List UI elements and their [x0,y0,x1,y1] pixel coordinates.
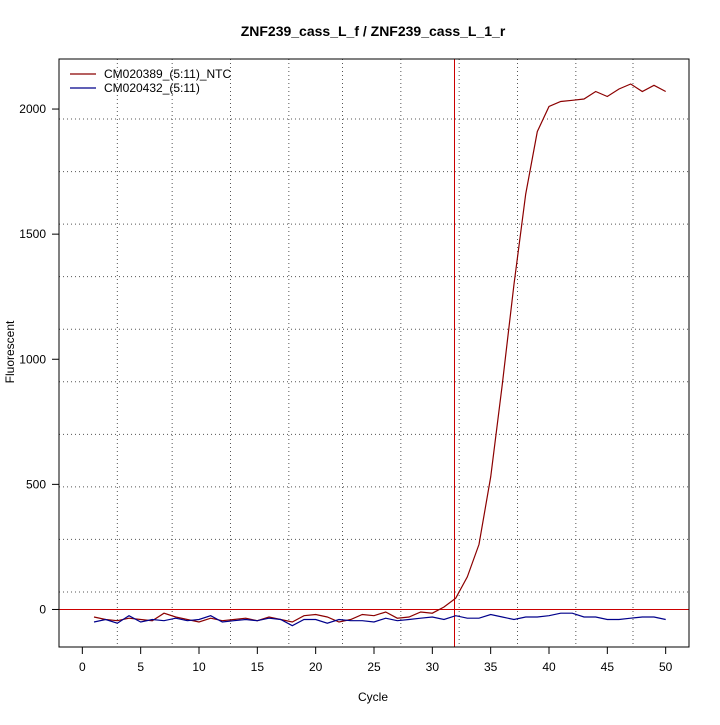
x-tick-label: 10 [192,660,206,674]
x-tick-label: 5 [137,660,144,674]
x-tick-label: 25 [367,660,381,674]
x-tick-label: 20 [309,660,323,674]
x-tick-label: 35 [484,660,498,674]
x-tick-label: 15 [251,660,265,674]
legend-entry-label: CM020389_(5:11)_NTC [104,67,232,81]
x-tick-label: 0 [79,660,86,674]
series-line [93,612,666,627]
chart-title: ZNF239_cass_L_f / ZNF239_cass_L_1_r [241,23,506,39]
y-axis-label: Fluorescent [3,320,17,383]
x-tick-label: 30 [426,660,440,674]
series-layer [93,83,666,627]
x-tick-label: 40 [542,660,556,674]
grid-layer [59,59,689,647]
y-tick-label: 2000 [19,102,46,116]
y-tick-label: 1000 [19,352,46,366]
marker-layer [59,59,689,647]
x-tick-label: 45 [601,660,615,674]
legend-entry-label: CM020432_(5:11) [104,81,200,95]
y-tick-label: 1500 [19,227,46,241]
y-tick-label: 500 [26,477,46,491]
x-axis-label: Cycle [358,690,388,704]
y-tick-label: 0 [39,602,46,616]
x-tick-label: 50 [659,660,673,674]
